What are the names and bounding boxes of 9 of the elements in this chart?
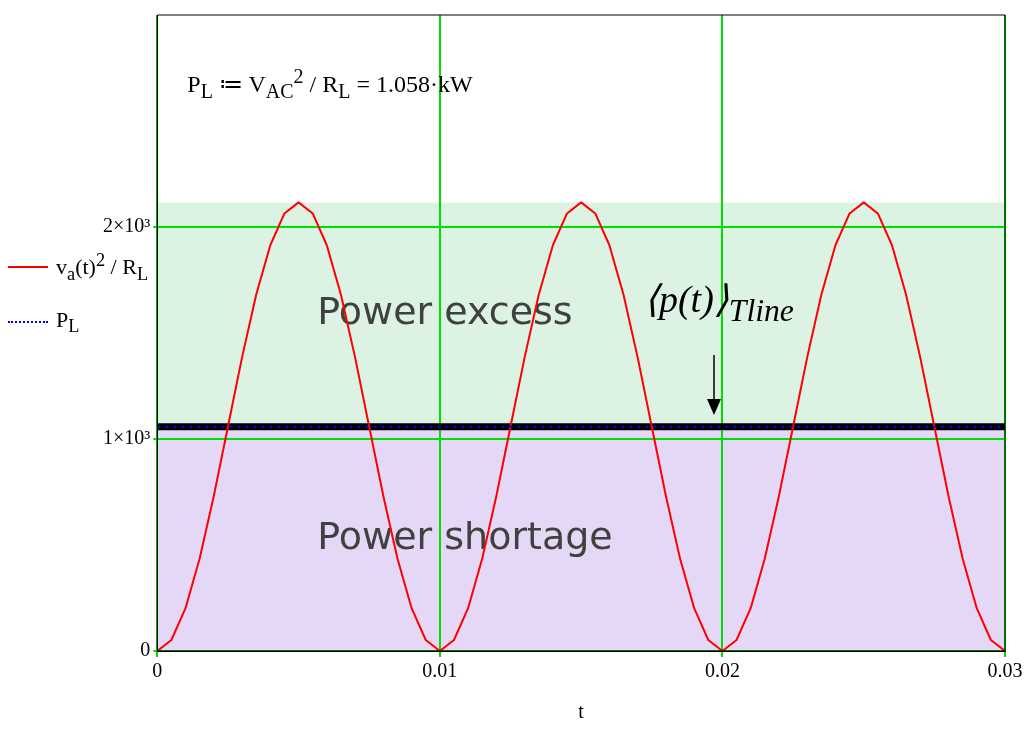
y-tick-label: 2×10³ [102,214,151,237]
legend-label: v$_{a}$(t)$^{2}$ / R$_{L}$ [56,250,149,285]
x-axis-title: t [578,700,585,723]
y-tick-label: 1×10³ [102,426,151,449]
x-tick-label: 0.03 [987,659,1023,682]
y-tick-label: 0 [140,638,151,661]
x-tick-label: 0.01 [422,659,458,682]
x-tick-label: 0.02 [704,659,740,682]
legend-label: P$_{L}$ [56,306,80,338]
